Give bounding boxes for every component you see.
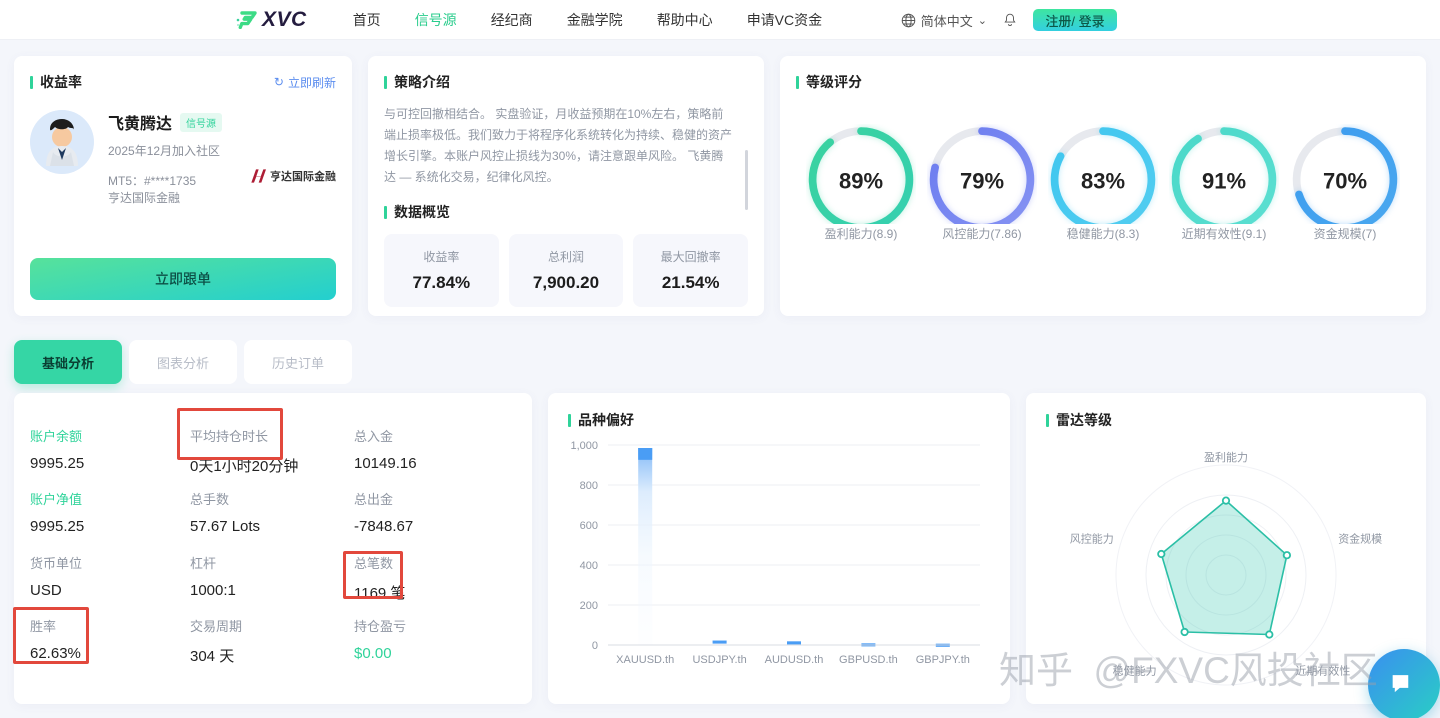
- svg-text:91%: 91%: [1202, 168, 1246, 193]
- svg-text:600: 600: [580, 520, 598, 532]
- svg-text:风控能力: 风控能力: [1070, 532, 1114, 546]
- svg-text:89%: 89%: [839, 168, 883, 193]
- svg-text:GBPJPY.th: GBPJPY.th: [916, 654, 970, 666]
- svg-text:0: 0: [592, 640, 598, 652]
- svg-text:83%: 83%: [1081, 168, 1125, 193]
- svg-text:XAUUSD.th: XAUUSD.th: [616, 654, 674, 666]
- svg-text:70%: 70%: [1323, 168, 1367, 193]
- svg-text:USDJPY.th: USDJPY.th: [692, 654, 746, 666]
- svg-text:GBPUSD.th: GBPUSD.th: [839, 654, 898, 666]
- svg-text:1,000: 1,000: [570, 440, 598, 452]
- svg-text:400: 400: [580, 560, 598, 572]
- svg-text:800: 800: [580, 480, 598, 492]
- svg-text:200: 200: [580, 600, 598, 612]
- svg-text:AUDUSD.th: AUDUSD.th: [765, 654, 824, 666]
- svg-text:79%: 79%: [960, 168, 1004, 193]
- svg-text:盈利能力: 盈利能力: [1204, 450, 1248, 464]
- svg-text:资金规模: 资金规模: [1338, 532, 1382, 546]
